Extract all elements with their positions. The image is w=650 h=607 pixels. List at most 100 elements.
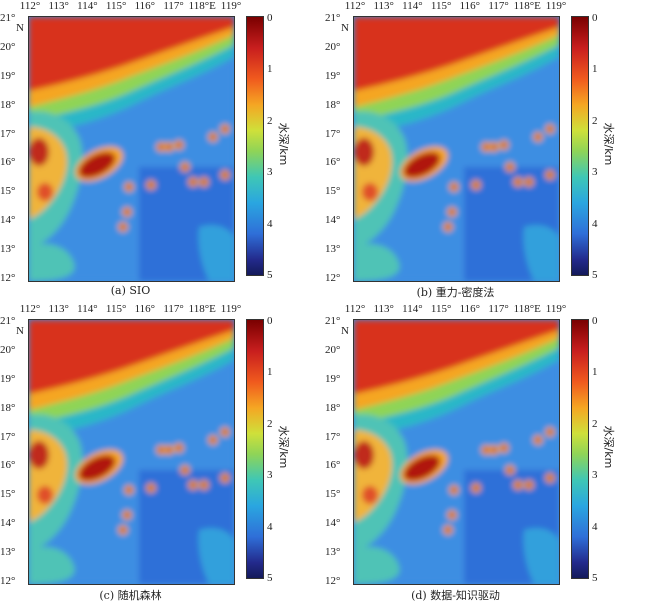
seamount-peak (190, 482, 196, 488)
bank-peak (78, 152, 116, 178)
longitude-label: 113° (373, 0, 394, 12)
latitude-label: 18° (0, 401, 16, 414)
longitude-label: 116° (134, 303, 156, 315)
colorbar-tick-label: 3 (592, 469, 598, 482)
longitude-label: 112° (19, 303, 41, 315)
latitude-label: 19° (0, 69, 16, 82)
colorbar-tick-label: 1 (592, 63, 598, 76)
longitude-label: 119° (545, 303, 567, 315)
colorbar-tick-label: 5 (267, 572, 273, 584)
shelf-zone (29, 17, 234, 91)
seamount-peak (120, 224, 126, 230)
seamount-peak (449, 209, 455, 215)
colorbar-tick-label: 4 (267, 217, 273, 230)
seamount-peak (535, 437, 541, 443)
seamount-peak (222, 126, 228, 132)
longitude-label: 119° (220, 0, 242, 12)
seamount-peak (166, 447, 172, 453)
latitude-label: 12° (325, 272, 341, 284)
latitude-label: 16° (325, 459, 341, 472)
colorbar-tick-label: 3 (267, 469, 273, 482)
longitude-label: 119° (220, 303, 242, 315)
seamount-peak (37, 183, 53, 201)
latitude-label: 14° (0, 517, 16, 530)
colorbar-tick-label: 1 (592, 366, 598, 379)
seamount-peak (182, 164, 188, 170)
seamount-peak (148, 485, 154, 491)
seamount-peak (126, 184, 132, 190)
latitude-label: 18° (325, 401, 341, 414)
ridge-zone (29, 546, 75, 584)
longitude-label: 119° (545, 0, 567, 12)
longitude-label: 116° (459, 0, 481, 12)
latitude-label: 17° (325, 127, 341, 140)
colorbar-tick-label: 5 (592, 572, 598, 584)
colorbar-title: 水深/km (602, 425, 615, 469)
seamount-peak (222, 172, 228, 178)
shelf-zone (354, 17, 559, 91)
seamount-peak (507, 467, 513, 473)
seamount-peak (29, 441, 49, 469)
colorbar-tick-label: 5 (592, 269, 598, 281)
seamount-peak (473, 182, 479, 188)
seamount-peak (491, 447, 497, 453)
seamount-peak (190, 179, 196, 185)
seamount-peak (354, 441, 374, 469)
seamount-peak (451, 184, 457, 190)
latitude-label: 17° (0, 430, 16, 443)
colorbar-tick-label: 4 (267, 520, 273, 533)
ridge-zone (354, 546, 400, 584)
latitude-label: 13° (325, 243, 341, 256)
latitude-label: 21° (325, 12, 341, 24)
seamount-peak (526, 179, 532, 185)
seamount-peak (535, 134, 541, 140)
colorbar-tick-label: 0 (267, 315, 273, 327)
longitude-label: 115° (430, 0, 452, 12)
longitude-label: 117° (488, 303, 509, 315)
seamount-peak (176, 142, 182, 148)
latitude-label: 14° (0, 214, 16, 227)
seamount-peak (547, 475, 553, 481)
panel-d: 水深/km (d) 数据-知识驱动 112° 113° 114° 115° 116° 11… (325, 303, 650, 606)
latitude-label: 16° (325, 156, 341, 169)
longitude-label: 115° (105, 0, 127, 12)
bathymetry-map (28, 16, 235, 282)
seamount-peak (483, 447, 489, 453)
seamount-peak (201, 482, 207, 488)
colorbar-tick-label: 2 (592, 417, 598, 430)
seamount-peak (126, 487, 132, 493)
latitude-label: 15° (325, 185, 341, 198)
seamount-peak (362, 486, 378, 504)
latitude-label: 20° (0, 343, 16, 356)
longitude-label: 116° (459, 303, 481, 315)
seamount-peak (210, 437, 216, 443)
longitude-label: 113° (48, 303, 69, 315)
longitude-label: 118°E (188, 303, 216, 315)
north-label: N (341, 22, 349, 34)
ridge-zone (198, 528, 234, 584)
colorbar-tick-label: 3 (267, 166, 273, 179)
latitude-label: 12° (0, 575, 16, 587)
seamount-peak (201, 179, 207, 185)
latitude-label: 19° (325, 69, 341, 82)
longitude-label: 112° (344, 303, 366, 315)
depth-colorbar (246, 319, 264, 579)
seamount-peak (354, 138, 374, 166)
seamount-peak (515, 482, 521, 488)
colorbar-tick-label: 4 (592, 520, 598, 533)
seamount-peak (483, 144, 489, 150)
latitude-label: 21° (0, 315, 16, 327)
longitude-label: 117° (163, 303, 184, 315)
latitude-label: 17° (325, 430, 341, 443)
latitude-label: 12° (325, 575, 341, 587)
longitude-label: 118°E (513, 0, 541, 12)
seamount-peak (501, 142, 507, 148)
latitude-label: 20° (325, 40, 341, 53)
seamount-peak (176, 445, 182, 451)
latitude-label: 17° (0, 127, 16, 140)
colorbar-tick-label: 2 (592, 114, 598, 127)
seamount-peak (491, 144, 497, 150)
panel-b: 水深/km (b) 重力-密度法 112° 113° 114° 115° 116° 117… (325, 0, 650, 303)
seamount-peak (451, 487, 457, 493)
longitude-label: 115° (430, 303, 452, 315)
